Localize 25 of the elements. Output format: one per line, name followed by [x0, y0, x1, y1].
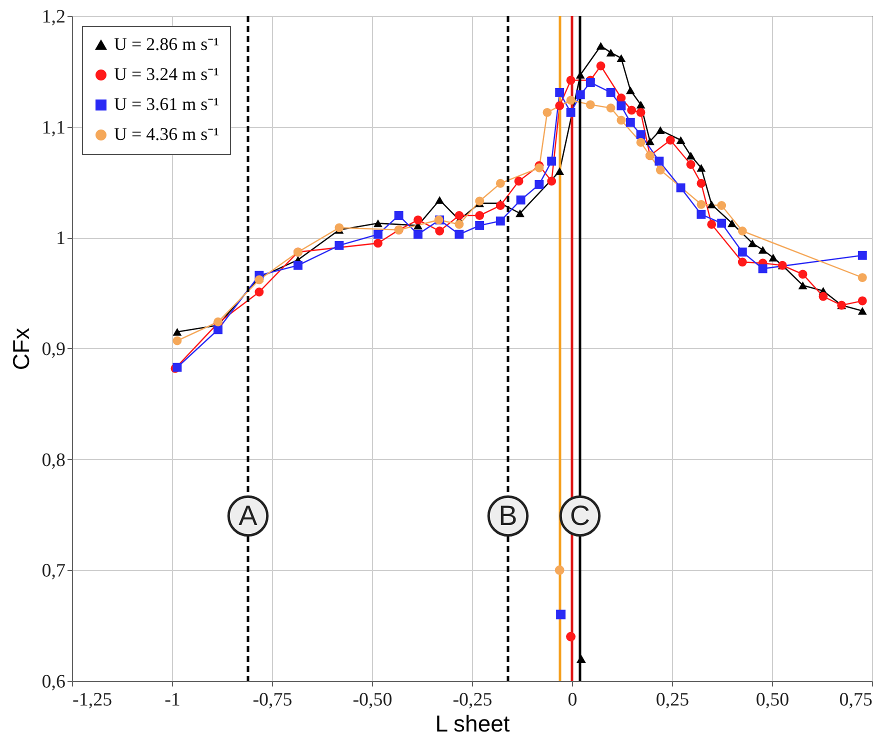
legend-label: U = 2.86 m s⁻¹ [114, 34, 220, 54]
y-tick-label: 0,7 [42, 560, 66, 582]
y-axis-title: CFx [8, 327, 34, 370]
ref-line-label: A [238, 500, 258, 531]
legend-label: U = 3.24 m s⁻¹ [114, 64, 220, 84]
x-tick-label: -0,50 [352, 690, 392, 710]
ref-line-label: C [570, 500, 590, 531]
x-axis-title: L sheet [435, 710, 510, 736]
y-tick-label: 1,1 [42, 117, 66, 138]
x-tick-label: 0 [568, 690, 578, 710]
y-tick-label: 0,9 [42, 339, 66, 360]
x-tick-label: -1 [164, 690, 180, 710]
y-tick-label: 0,8 [42, 450, 66, 471]
x-tick-label: 0,50 [756, 690, 790, 710]
y-tick-label: 1 [56, 228, 66, 250]
ref-line-label: B [498, 500, 518, 531]
x-tick-label: 0,25 [656, 690, 690, 710]
x-tick-label: -0,25 [452, 690, 492, 710]
x-tick-label: 0,75 [839, 690, 872, 710]
x-tick-label: -0,75 [252, 690, 292, 710]
y-tick-label: 1,2 [42, 6, 66, 28]
y-tick-label: 0,6 [42, 672, 66, 692]
legend-label: U = 4.36 m s⁻¹ [114, 124, 220, 144]
legend-label: U = 3.61 m s⁻¹ [114, 94, 220, 114]
x-tick-label: -1,25 [72, 690, 112, 710]
